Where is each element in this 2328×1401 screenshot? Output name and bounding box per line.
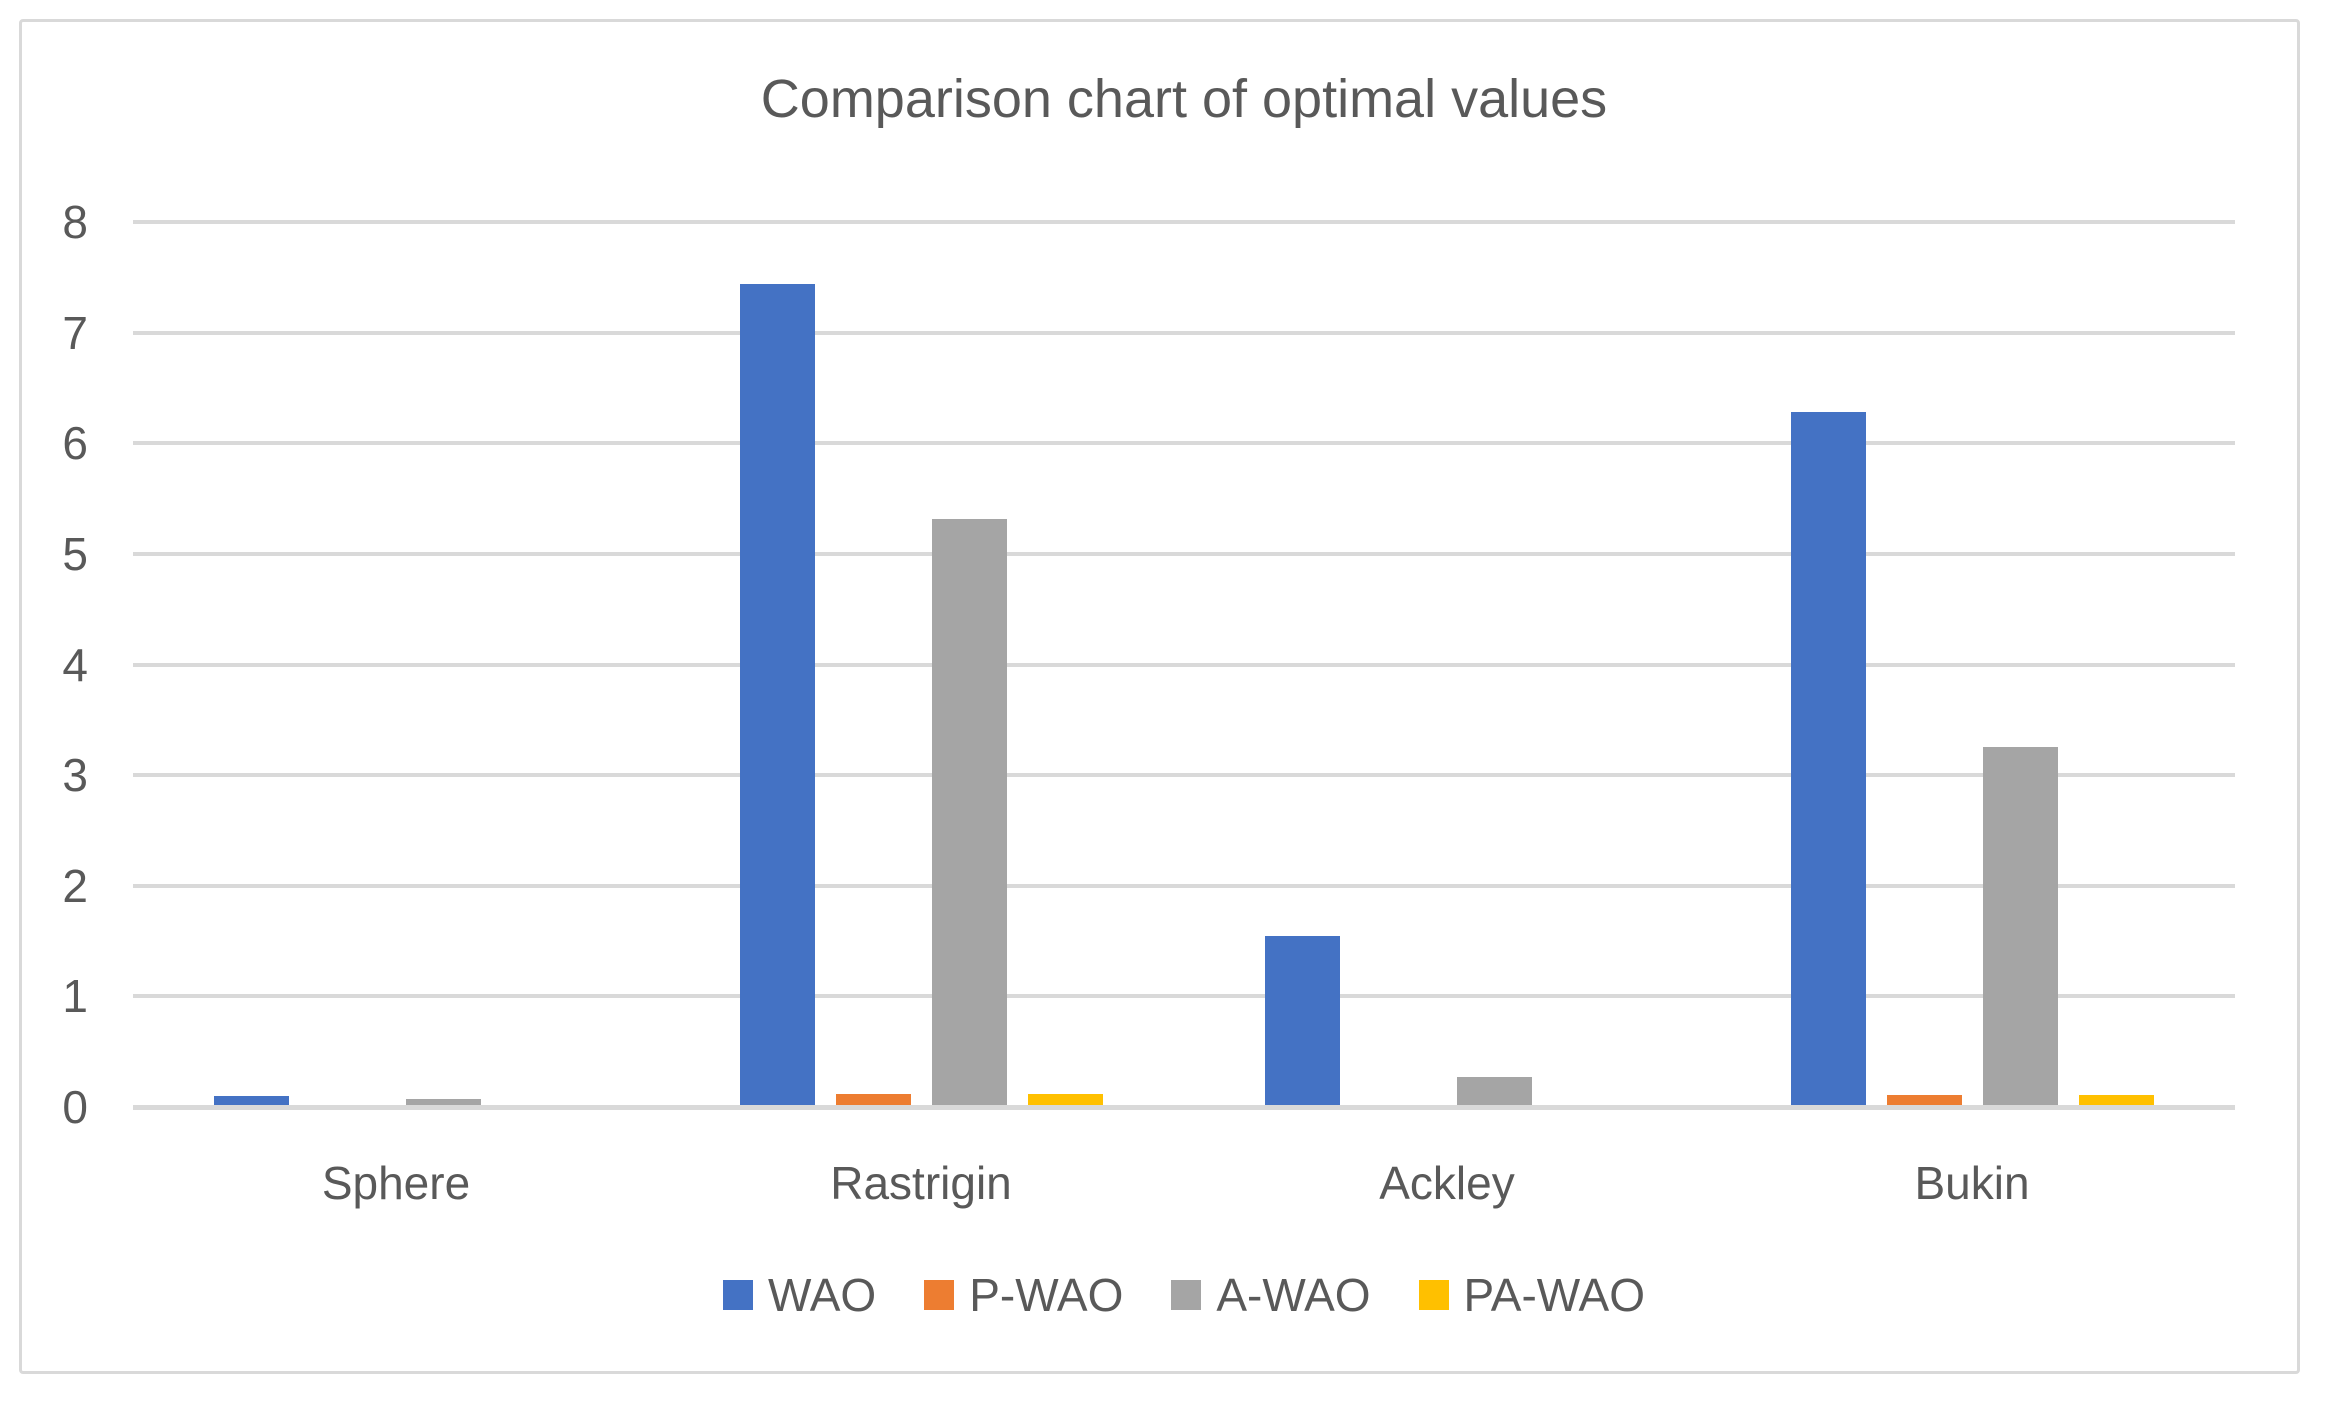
gridline-y2 — [133, 884, 2235, 888]
bar-p-wao-rastrigin — [836, 1094, 911, 1105]
x-axis-category-label-bukin: Bukin — [1914, 1157, 2030, 1209]
gridline-y8 — [133, 220, 2235, 224]
legend-item-a-wao: A-WAO — [1171, 1269, 1371, 1321]
gridline-y3 — [133, 773, 2235, 777]
bar-pa-wao-rastrigin — [1028, 1094, 1103, 1105]
legend-swatch-a-wao — [1171, 1280, 1202, 1311]
chart-title: Comparison chart of optimal values — [760, 69, 1608, 129]
legend-label-pa-wao: PA-WAO — [1463, 1269, 1645, 1321]
bar-p-wao-bukin — [1887, 1095, 1962, 1105]
y-axis-tick-label-6: 6 — [62, 417, 88, 469]
y-axis-tick-label-8: 8 — [62, 196, 88, 248]
legend-swatch-wao — [723, 1280, 754, 1311]
figure-border — [19, 19, 2300, 1374]
legend-item-pa-wao: PA-WAO — [1418, 1269, 1645, 1321]
y-axis-tick-label-0: 0 — [62, 1081, 88, 1133]
x-axis-category-label-sphere: Sphere — [321, 1157, 471, 1209]
bar-wao-ackley — [1265, 936, 1340, 1105]
gridline-y5 — [133, 552, 2235, 556]
y-axis-tick-label-2: 2 — [62, 860, 88, 912]
y-axis-tick-label-1: 1 — [62, 970, 88, 1022]
y-axis-tick-label-7: 7 — [62, 307, 88, 359]
x-axis-category-label-ackley: Ackley — [1379, 1157, 1515, 1209]
gridline-y1 — [133, 994, 2235, 998]
bar-a-wao-rastrigin — [932, 519, 1007, 1105]
legend-swatch-pa-wao — [1418, 1280, 1449, 1311]
gridline-y6 — [133, 441, 2235, 445]
legend-item-p-wao: P-WAO — [924, 1270, 1123, 1321]
bar-wao-rastrigin — [740, 284, 815, 1105]
bar-a-wao-ackley — [1457, 1077, 1532, 1105]
x-axis-category-label-rastrigin: Rastrigin — [830, 1157, 1012, 1209]
bar-a-wao-bukin — [1983, 747, 2058, 1105]
legend-swatch-p-wao — [924, 1280, 955, 1311]
legend-item-wao: WAO — [723, 1270, 876, 1321]
y-axis-tick-label-4: 4 — [62, 639, 88, 691]
bar-pa-wao-bukin — [2079, 1095, 2154, 1105]
legend-label-wao: WAO — [768, 1269, 877, 1321]
bar-a-wao-sphere — [406, 1099, 481, 1105]
x-axis-line — [133, 1105, 2235, 1110]
gridline-y4 — [133, 663, 2235, 667]
gridline-y7 — [133, 331, 2235, 335]
bar-wao-bukin — [1791, 412, 1866, 1105]
bar-wao-sphere — [214, 1096, 289, 1105]
legend-label-a-wao: A-WAO — [1216, 1269, 1371, 1321]
legend-label-p-wao: P-WAO — [969, 1269, 1124, 1321]
y-axis-tick-label-3: 3 — [62, 749, 88, 801]
legend: WAO P-WAO A-WAO PA-WAO — [133, 1270, 2235, 1321]
y-axis-tick-label-5: 5 — [62, 528, 88, 580]
